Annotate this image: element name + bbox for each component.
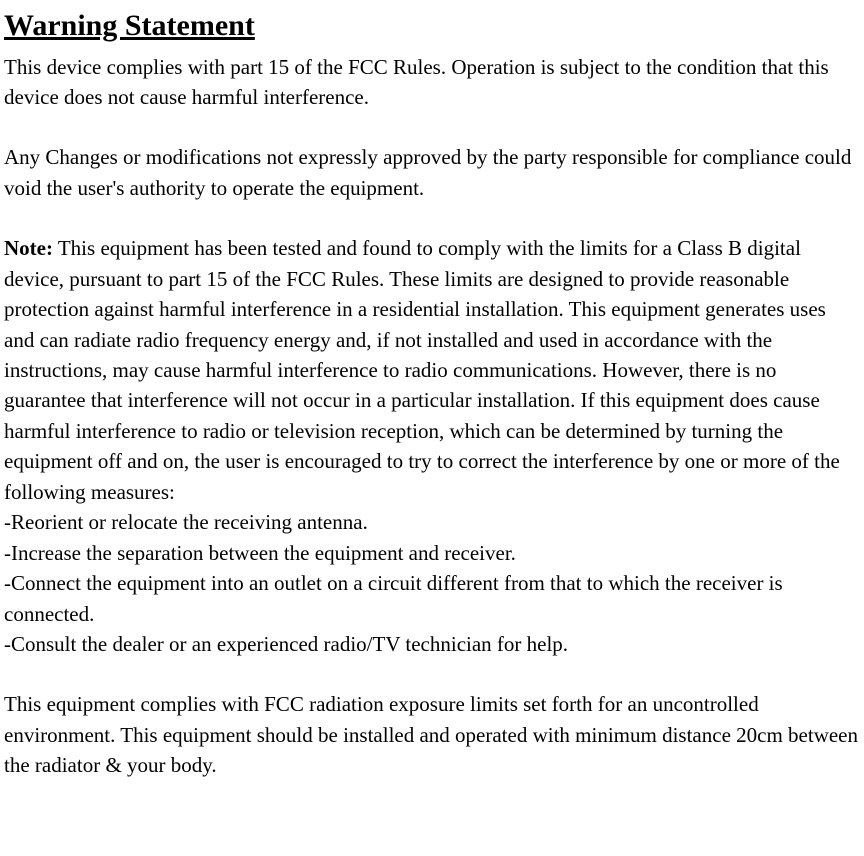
note-label: Note: [4, 236, 53, 260]
paragraph-compliance: This device complies with part 15 of the… [4, 52, 860, 113]
note-body: This equipment has been tested and found… [4, 236, 840, 504]
measure-4: -Consult the dealer or an experienced ra… [4, 629, 860, 659]
paragraph-changes: Any Changes or modifications not express… [4, 142, 860, 203]
measure-2: -Increase the separation between the equ… [4, 538, 860, 568]
measure-1: -Reorient or relocate the receiving ante… [4, 507, 860, 537]
paragraph-note: Note: This equipment has been tested and… [4, 233, 860, 507]
page-title: Warning Statement [4, 4, 255, 48]
measure-3: -Connect the equipment into an outlet on… [4, 568, 860, 629]
paragraph-exposure: This equipment complies with FCC radiati… [4, 689, 860, 780]
